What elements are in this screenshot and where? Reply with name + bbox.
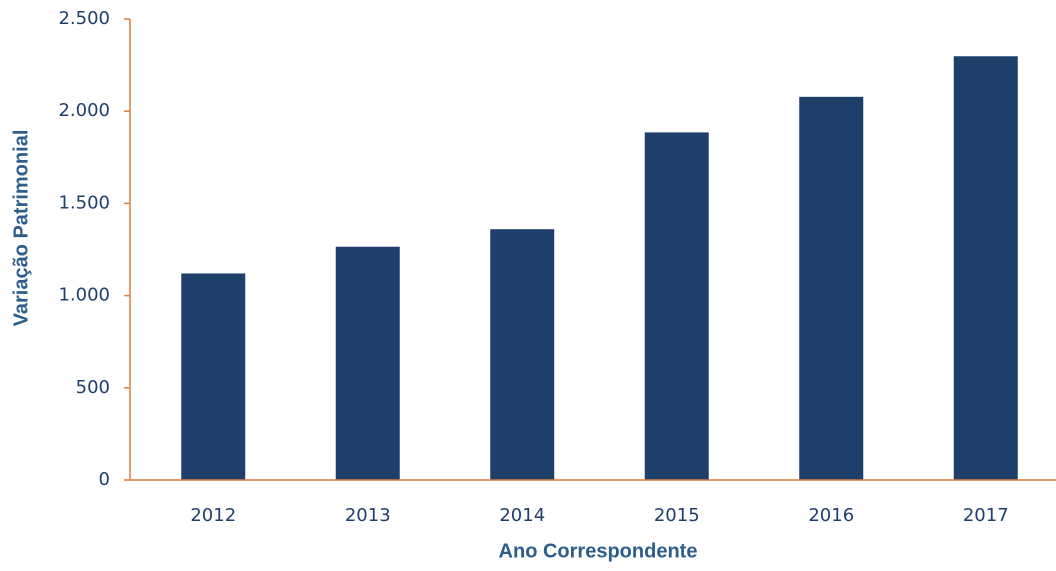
y-tick-label: 500 — [76, 377, 110, 398]
bar — [953, 56, 1018, 480]
x-tick-label: 2015 — [654, 505, 700, 526]
x-tick-label: 2016 — [808, 505, 854, 526]
bar — [181, 273, 246, 480]
x-tick-label: 2013 — [345, 505, 391, 526]
bar — [644, 132, 709, 480]
y-tick-label: 0 — [99, 469, 110, 490]
y-tick-label: 2.500 — [58, 8, 110, 29]
bar — [490, 229, 555, 480]
x-tick-label: 2012 — [190, 505, 236, 526]
x-tick-label: 2014 — [499, 505, 545, 526]
y-tick-label: 1.000 — [58, 285, 110, 306]
y-tick-label: 2.000 — [58, 100, 110, 121]
bar — [335, 246, 400, 480]
bar — [799, 96, 864, 480]
x-tick-label: 2017 — [963, 505, 1009, 526]
y-tick-label: 1.500 — [58, 192, 110, 213]
y-axis-title: Variação Patrimonial — [10, 130, 32, 327]
x-axis-title: Ano Correspondente — [499, 540, 698, 562]
